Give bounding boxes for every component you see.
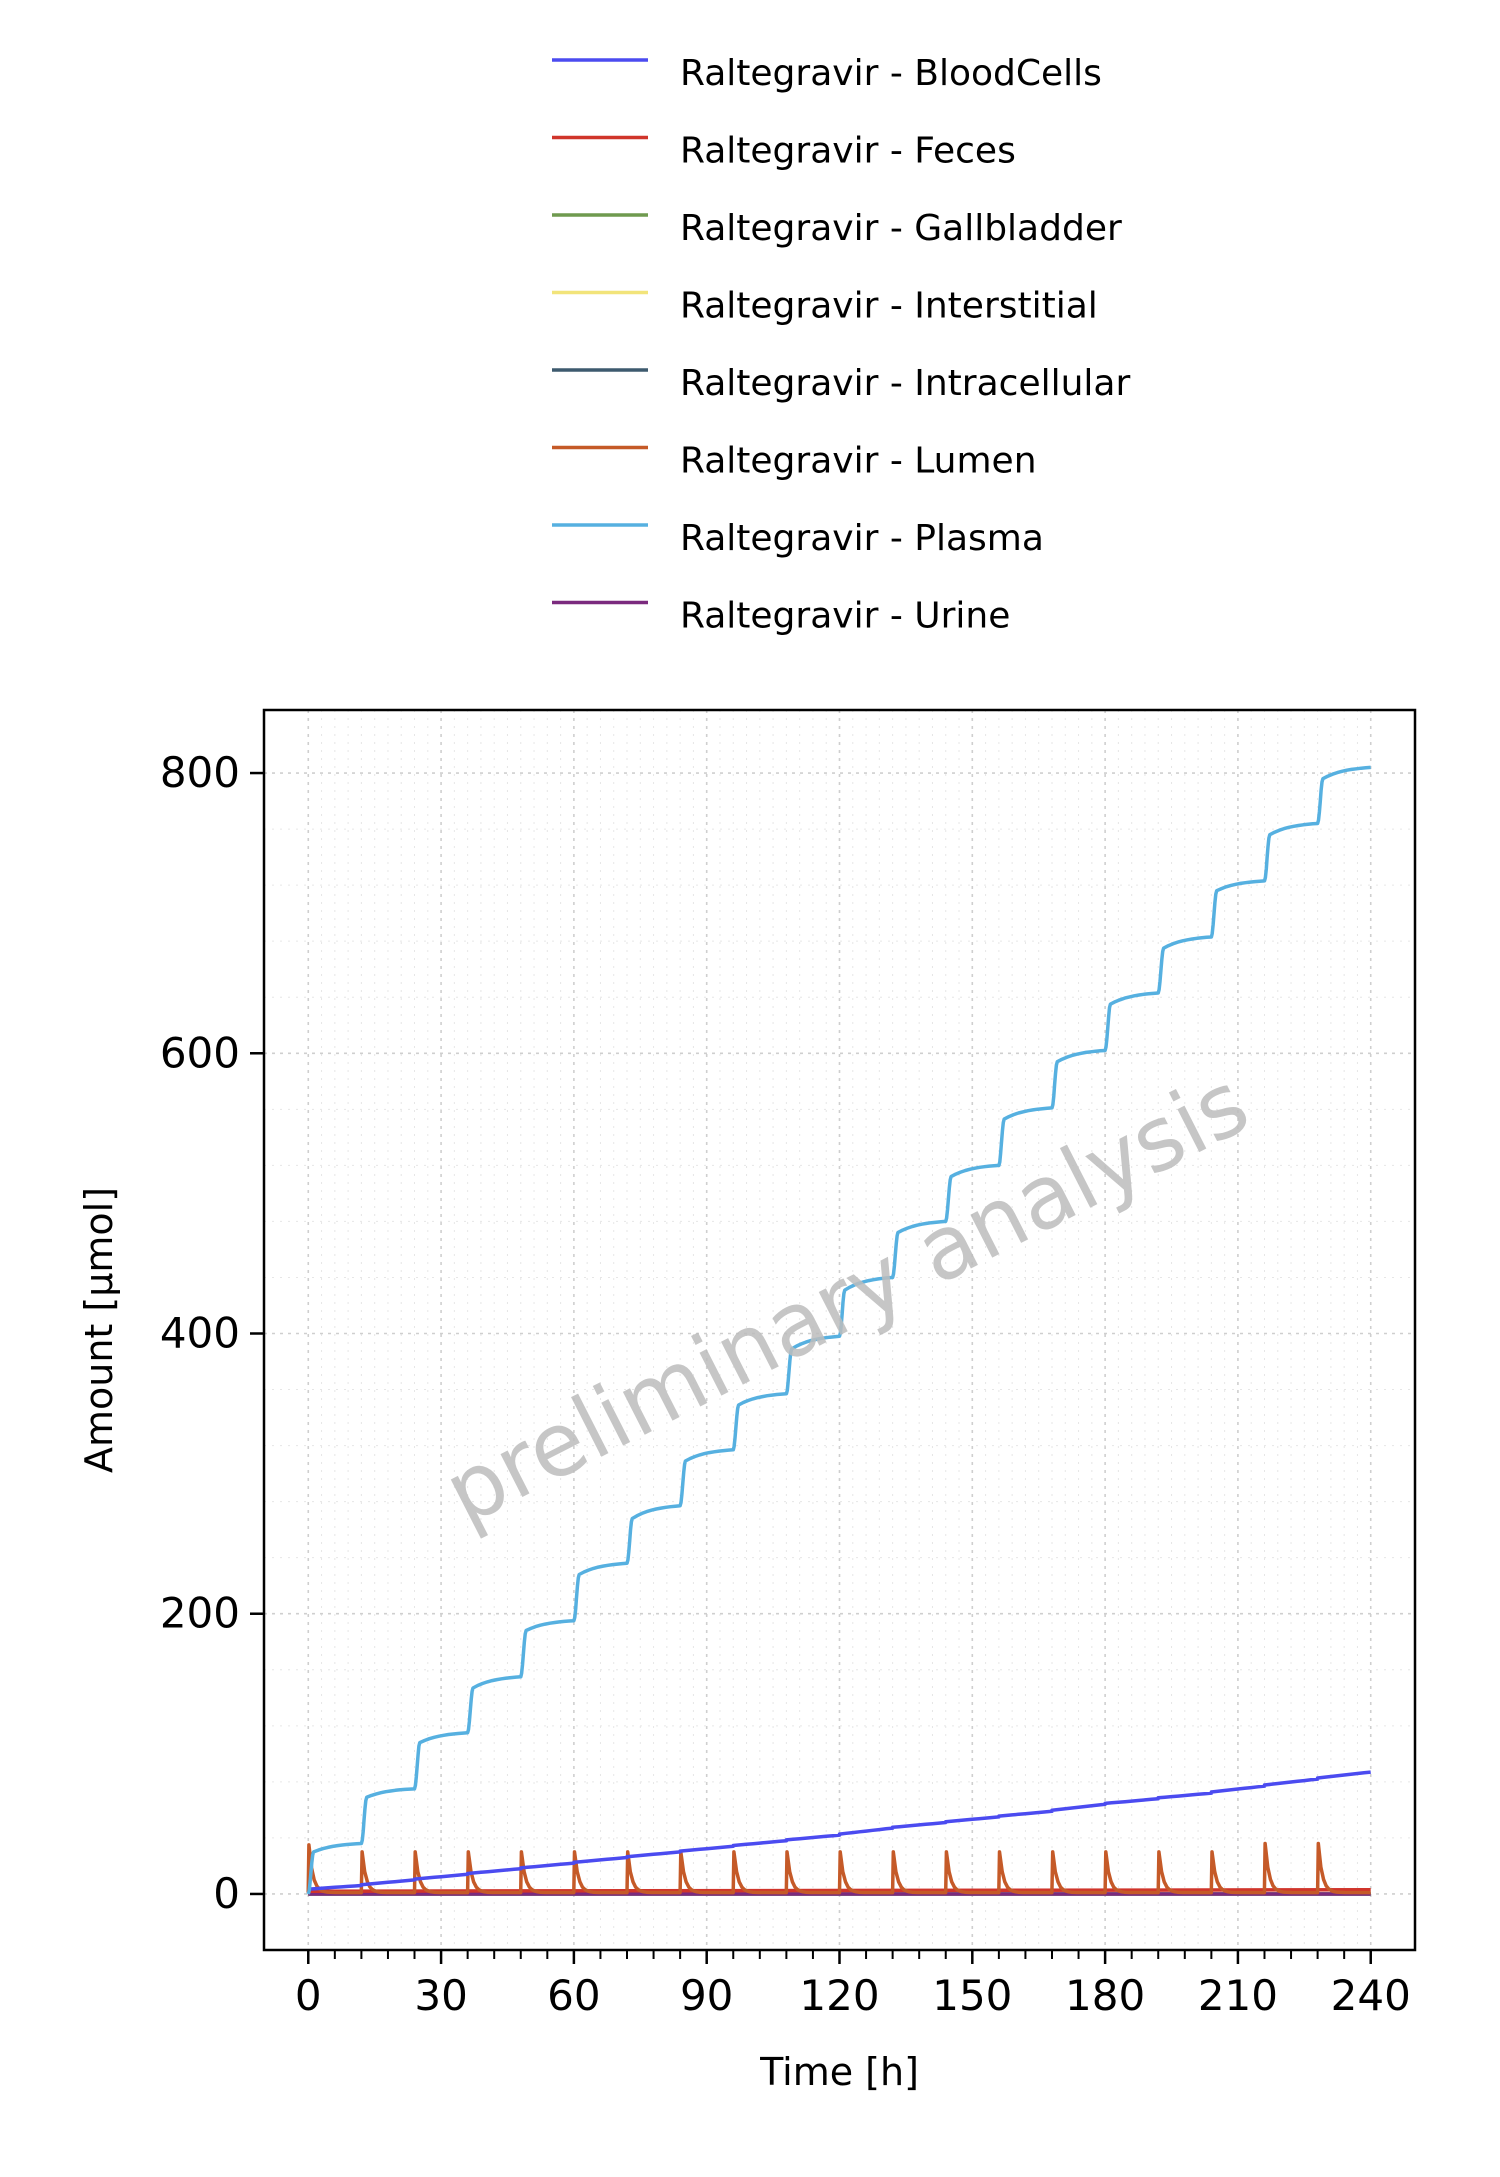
x-tick-label: 30 [414,1971,467,2020]
y-tick-label: 600 [160,1028,240,1077]
series-line-raltegravir-plasma [306,765,1371,1895]
plot-series [306,765,1371,1896]
series-line-raltegravir-lumen [306,1841,1371,1895]
x-tick-label: 90 [680,1971,733,2020]
legend-label-raltegravir-urine: Raltegravir - Urine [680,596,1010,637]
x-tick-label: 240 [1331,1971,1411,2020]
watermark-text: preliminary analysis [428,1051,1264,1545]
series-line-raltegravir-bloodcells [308,1770,1371,1891]
x-tick-label: 60 [547,1971,600,2020]
legend-label-raltegravir-interstitial: Raltegravir - Interstitial [680,286,1098,327]
y-axis-title: Amount [µmol] [77,1187,121,1473]
y-tick-label: 400 [160,1309,240,1358]
x-tick-label: 180 [1065,1971,1145,2020]
plot-grid [264,710,1415,1950]
x-tick-label: 210 [1198,1971,1278,2020]
y-tick-label: 0 [213,1869,240,1918]
y-tick-label: 200 [160,1589,240,1638]
legend-label-raltegravir-intracellular: Raltegravir - Intracellular [680,363,1130,404]
x-tick-label: 120 [799,1971,879,2020]
legend-label-raltegravir-plasma: Raltegravir - Plasma [680,518,1044,559]
legend-label-raltegravir-lumen: Raltegravir - Lumen [680,441,1037,482]
x-tick-label: 150 [932,1971,1012,2020]
axes: 0 30 60 90 120 150 180 210 240 0 200 400 600 800 [160,748,1411,2020]
legend-label-raltegravir-feces: Raltegravir - Feces [680,131,1016,172]
y-tick-label: 800 [160,748,240,797]
x-tick-label: 0 [295,1971,322,2020]
legend-label-raltegravir-gallbladder: Raltegravir - Gallbladder [680,208,1122,249]
legend-label-raltegravir-bloodcells: Raltegravir - BloodCells [680,53,1102,94]
legend: Raltegravir - BloodCells Raltegravir - Fe… [552,53,1130,637]
x-axis-title: Time [h] [759,2050,919,2094]
